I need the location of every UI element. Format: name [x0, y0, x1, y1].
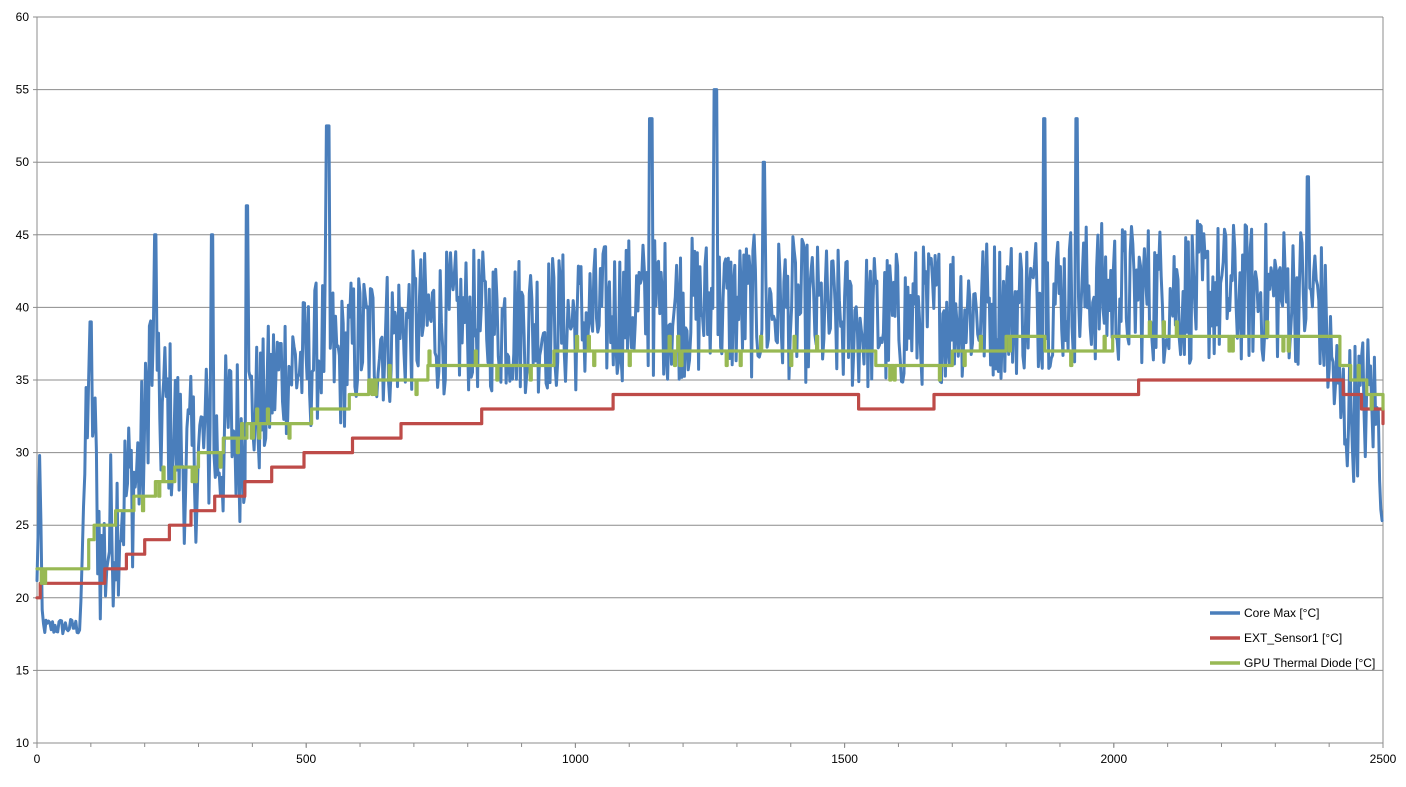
series-line-1 [35, 88, 1384, 636]
y-axis-ticks: 10 15 20 25 30 35 40 45 50 55 60 [16, 10, 37, 750]
y-tick-label: 60 [16, 10, 30, 24]
x-tick-label: 2500 [1370, 752, 1397, 766]
series-line-2 [35, 378, 1385, 600]
x-tick-label: 1500 [831, 752, 858, 766]
y-tick-label: 20 [16, 591, 30, 605]
y-tick-label: 35 [16, 373, 30, 387]
y-tick-label: 30 [16, 446, 30, 460]
legend: Core Max [°C] EXT_Sensor1 [°C] GPU Thermal… [1210, 606, 1375, 670]
x-tick-label: 0 [34, 752, 41, 766]
y-tick-label: 55 [16, 83, 30, 97]
y-tick-label: 45 [16, 228, 30, 242]
y-tick-label: 50 [16, 155, 30, 169]
legend-label-1: Core Max [°C] [1244, 606, 1319, 620]
x-axis-ticks: 0 500 1000 1500 2000 2500 [34, 743, 1397, 766]
y-tick-label: 40 [16, 300, 30, 314]
y-tick-label: 25 [16, 518, 30, 532]
axes [36, 16, 1384, 744]
y-tick-label: 10 [16, 736, 30, 750]
y-tick-label: 15 [16, 663, 30, 677]
legend-label-2: EXT_Sensor1 [°C] [1244, 631, 1342, 645]
series-line-3 [35, 320, 1385, 585]
x-tick-label: 1000 [562, 752, 589, 766]
legend-label-3: GPU Thermal Diode [°C] [1244, 656, 1375, 670]
x-tick-label: 500 [296, 752, 316, 766]
series-group [35, 88, 1385, 636]
x-tick-label: 2000 [1100, 752, 1127, 766]
